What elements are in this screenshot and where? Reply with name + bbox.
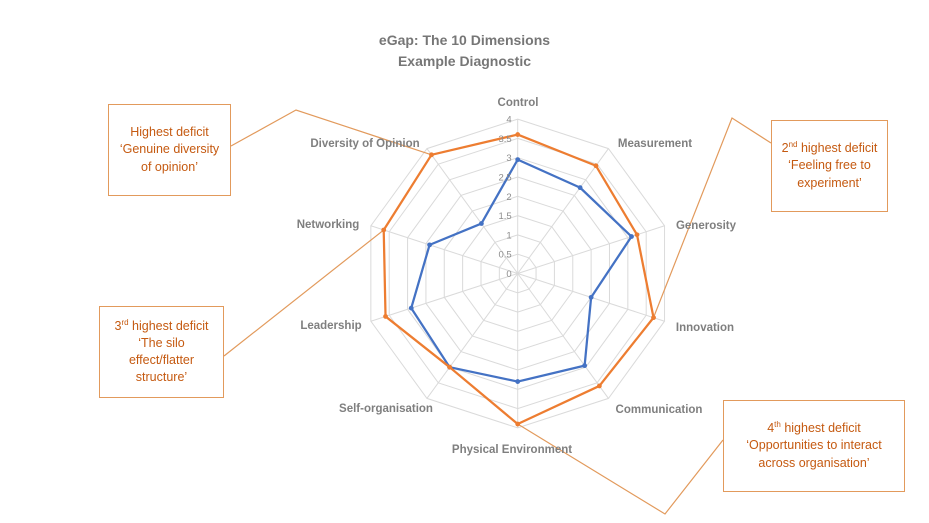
gridline-ring: [480, 234, 555, 313]
category-label-self-organisation: Self-organisation: [339, 403, 433, 415]
gridline-ring: [462, 215, 574, 332]
blue-series-marker: [408, 305, 414, 311]
orange-series-marker: [596, 383, 602, 389]
chart-title-line1: eGap: The 10 Dimensions: [378, 32, 551, 48]
category-label-control: Control: [498, 97, 539, 109]
annotation-3-text: highest deficit ‘The silo effect/flatter…: [128, 318, 209, 385]
blue-series-marker: [515, 157, 521, 163]
axis-tick-label-3.5: 3.5: [498, 134, 511, 145]
gridline-ring: [388, 137, 647, 410]
axis-tick-label-0: 0: [506, 269, 511, 280]
annotation-2-num: 2: [781, 141, 789, 156]
gridline-ring: [443, 195, 592, 352]
category-label-physical-environment: Physical Environment: [452, 444, 572, 456]
axis-tick-label-4: 4: [506, 115, 511, 126]
blue-series-marker: [577, 185, 583, 191]
axis-tick-label-2: 2: [506, 192, 511, 203]
blue-series-marker: [582, 363, 588, 369]
annotation-3-ordinal: rd: [121, 317, 129, 327]
annotation-4-ordinal: th: [774, 419, 781, 429]
category-label-diversity-of-opinion: Diversity of Opinion: [310, 138, 419, 150]
gridline-ring: [370, 118, 666, 429]
category-label-measurement: Measurement: [618, 138, 692, 150]
annotation-1-text: Highest deficit ‘Genuine diversity of op…: [119, 125, 220, 174]
gridline-ring: [425, 176, 610, 371]
axis-tick-label-2.5: 2.5: [498, 173, 511, 184]
blue-series-marker: [478, 221, 484, 226]
axis-tick-label-1.5: 1.5: [498, 211, 511, 222]
annotation-box-2nd-deficit: 2nd highest deficit ‘Feeling free to exp…: [771, 120, 888, 212]
leader-line-1: [230, 109, 432, 156]
annotation-4-num: 4: [767, 421, 775, 436]
orange-series-marker: [429, 152, 434, 158]
axis-tick-label-3: 3: [506, 153, 511, 164]
blue-series-marker: [515, 379, 521, 384]
leader-line-2: [652, 117, 772, 318]
gridline-ring: [498, 253, 537, 294]
axis-tick-label-1: 1: [506, 230, 511, 241]
orange-series-marker: [593, 163, 599, 169]
blue-series-marker: [588, 294, 594, 300]
chart-title-line2: Example Diagnostic: [397, 53, 532, 69]
orange-series-marker: [381, 227, 387, 233]
annotation-box-4th-deficit: 4th highest deficit ‘Opportunities to in…: [723, 400, 905, 492]
orange-series-marker: [515, 132, 521, 137]
annotation-3-num: 3: [114, 318, 122, 333]
annotation-2-text: highest deficit ‘Feeling free to experim…: [788, 141, 878, 190]
annotation-2-ordinal: nd: [788, 139, 798, 149]
category-label-networking: Networking: [297, 219, 360, 231]
orange-series-marker: [515, 421, 521, 427]
axis-tick-label-0.5: 0.5: [498, 250, 511, 261]
annotation-box-highest-deficit: Highest deficit ‘Genuine diversity of op…: [108, 104, 231, 196]
annotation-box-3rd-deficit: 3rd highest deficit ‘The silo effect/fla…: [99, 306, 224, 398]
orange-series-marker: [651, 315, 656, 321]
category-label-communication: Communication: [616, 404, 703, 416]
chart-title: eGap: The 10 Dimensions Example Diagnost…: [0, 30, 929, 72]
blue-series-marker: [629, 234, 634, 239]
orange-series-marker: [634, 232, 640, 238]
category-label-generosity: Generosity: [676, 220, 737, 232]
blue-series-marker: [427, 242, 432, 248]
annotation-4-text: highest deficit ‘Opportunities to intera…: [746, 421, 882, 470]
orange-series-marker: [447, 364, 453, 370]
leader-line-4: [517, 423, 724, 515]
category-label-innovation: Innovation: [676, 322, 734, 334]
leader-line-3: [223, 229, 385, 357]
category-label-leadership: Leadership: [300, 320, 361, 332]
orange-series-marker: [383, 314, 388, 319]
